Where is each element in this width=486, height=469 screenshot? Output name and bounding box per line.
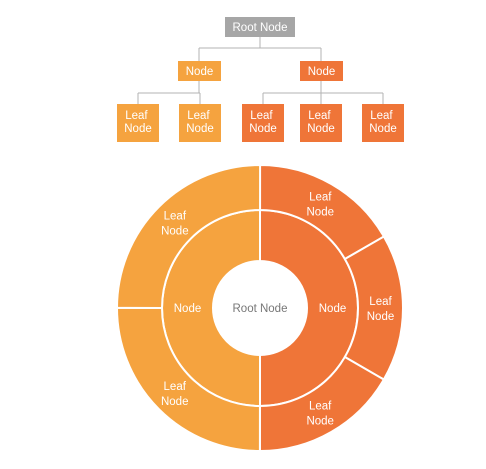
tree-leaf-label: Leaf Node [186,110,214,135]
tree-leaf-label: Leaf Node [369,110,397,135]
tree-leaf-label-line2: Node [186,123,214,135]
tree-leaf-label: Leaf Node [124,110,152,135]
connector-right-branch-to-leaves [262,81,384,104]
tree-diagram: Root Node Node Node Leaf Node Leaf Node [117,17,404,142]
tree-leaf-label: Leaf Node [307,110,335,135]
tree-connectors [137,37,384,104]
sunburst-outer-label: Leaf Node [367,296,395,323]
tree-leaf-node: Leaf Node [117,104,159,142]
sunburst-inner-label: Node [319,303,347,315]
tree-leaf-node: Leaf Node [362,104,404,142]
sunburst-outer-label: Leaf Node [161,211,189,238]
sunburst-outer-label-line2: Node [367,311,395,323]
sunburst-outer-label-line1: Leaf [309,192,332,204]
tree-leaf-node: Leaf Node [300,104,342,142]
tree-leaf-label-line1: Leaf [250,110,273,122]
sunburst-outer-label-line1: Leaf [164,381,187,393]
sunburst-outer-label-line2: Node [306,415,334,427]
tree-leaf-label-line1: Leaf [125,110,148,122]
tree-leaf-label-line1: Leaf [187,110,210,122]
sunburst-diagram: Node Node Leaf Node Leaf Node Leaf Node Leaf Node… [115,163,404,453]
sunburst-center-hole [213,261,307,355]
tree-leaf-node: Leaf Node [242,104,284,142]
sunburst-inner-label: Node [174,303,202,315]
tree-leaf-label-line2: Node [124,123,152,135]
sunburst-outer-label: Leaf Node [306,400,334,427]
connector-left-branch-to-leaves [137,81,201,104]
tree-root-box [225,17,295,37]
sunburst-outer-label-line1: Leaf [309,400,332,412]
tree-leaf-node: Leaf Node [179,104,221,142]
tree-branch-node-right: Node [300,61,343,81]
tree-leaf-box [362,104,404,142]
tree-leaf-label-line2: Node [307,123,335,135]
tree-leaf-box [117,104,159,142]
sunburst-segments [115,163,404,453]
sunburst-outer-label-line1: Leaf [369,296,392,308]
sunburst-center-label: Root Node [233,303,288,315]
tree-leaf-label: Leaf Node [249,110,277,135]
sunburst-outer-label: Leaf Node [161,381,189,408]
tree-leaf-box [179,104,221,142]
sunburst-outer-label-line2: Node [161,226,189,238]
tree-branch-label-right: Node [308,66,336,78]
sunburst-labels: Node Node Leaf Node Leaf Node Leaf Node Leaf Node… [161,192,394,428]
tree-branch-node-left: Node [178,61,221,81]
tree-leaf-box [242,104,284,142]
tree-branch-box-left [178,61,221,81]
sunburst-outer-label-line2: Node [161,396,189,408]
tree-leaf-label-line1: Leaf [370,110,393,122]
tree-branch-box-right [300,61,343,81]
sunburst-outer-label: Leaf Node [307,192,335,219]
tree-leaf-label-line1: Leaf [308,110,331,122]
sunburst-outer-label-line2: Node [307,207,335,219]
tree-branch-label-left: Node [186,66,214,78]
connector-root-to-branches [198,37,322,61]
sunburst-outer-segment [115,163,262,309]
tree-root-node: Root Node [225,17,295,37]
sunburst-outer-label-line1: Leaf [164,211,187,223]
tree-leaf-box [300,104,342,142]
tree-root-label: Root Node [233,22,288,34]
tree-leaf-label-line2: Node [249,123,277,135]
tree-leaf-label-line2: Node [369,123,397,135]
